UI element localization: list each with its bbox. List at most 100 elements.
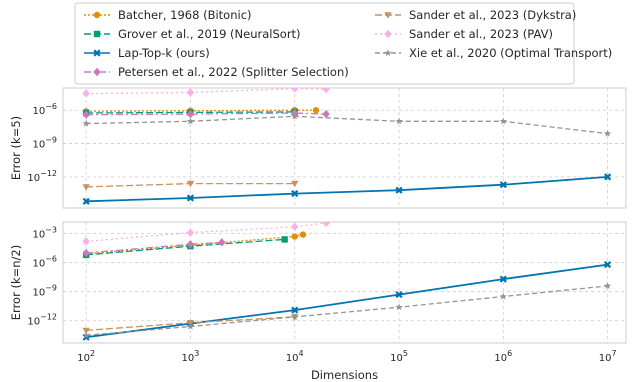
- data-point-sander-et-al-2023-pav: [322, 88, 330, 94]
- data-point-lap-top-k-ours: [82, 197, 90, 205]
- data-point-batcher-1968-bitonic: [291, 233, 298, 240]
- data-point-sander-et-al-2023-pav: [186, 88, 195, 97]
- data-point-grover-et-al-2019-neuralsort: [281, 236, 288, 243]
- legend-label: Batcher, 1968 (Bitonic): [118, 8, 252, 22]
- data-point-lap-top-k-ours: [291, 189, 299, 198]
- data-point-sander-et-al-2023-pav: [322, 222, 330, 228]
- legend-item-lap-top-k-ours: Lap-Top-k (ours): [84, 46, 210, 60]
- legend-marker: [93, 11, 101, 19]
- data-point-batcher-1968-bitonic: [299, 231, 307, 238]
- legend-label: Sander et al., 2023 (PAV): [409, 27, 553, 41]
- series-line-lap-top-k-ours: [85, 263, 608, 339]
- y-tick-label: 10−12: [27, 169, 57, 184]
- data-point-lap-top-k-ours: [395, 186, 403, 194]
- panel-2: 10−3 10−6 10−9 10−12 Error (k=n/2): [9, 221, 627, 344]
- data-point-xie-et-al-2020-optimal-transport: [395, 117, 403, 125]
- data-point-xie-et-al-2020-optimal-transport: [186, 322, 195, 330]
- series-line-sander-et-al-2023-pav: [86, 88, 327, 95]
- data-point-xie-et-al-2020-optimal-transport: [499, 117, 507, 125]
- x-tick-label: 102: [77, 349, 95, 364]
- legend-item-sander-et-al-2023-dykstra: Sander et al., 2023 (Dykstra): [375, 8, 576, 22]
- series-line-lap-top-k-ours: [86, 176, 608, 203]
- series-line-xie-et-al-2020-optimal-transport: [86, 285, 608, 336]
- data-point-sander-et-al-2023-pav: [186, 228, 195, 237]
- legend-marker: [93, 30, 101, 38]
- y-tick-label: 10−6: [32, 255, 57, 270]
- data-point-xie-et-al-2020-optimal-transport: [499, 292, 507, 300]
- panel-1: 10−6 10−9 10−12 Error (k=5): [9, 87, 627, 209]
- y-axis-label: Error (k=5): [9, 116, 23, 180]
- legend-item-xie-et-al-2020-optimal-transport: Xie et al., 2020 (Optimal Transport): [375, 46, 612, 60]
- data-point-xie-et-al-2020-optimal-transport: [291, 112, 299, 120]
- data-point-lap-top-k-ours: [395, 291, 403, 299]
- legend-label: Grover et al., 2019 (NeuralSort): [118, 27, 301, 41]
- data-point-xie-et-al-2020-optimal-transport: [604, 282, 612, 289]
- legend-marker: [384, 49, 392, 57]
- data-point-sander-et-al-2023-pav: [82, 237, 90, 246]
- data-point-petersen-et-al-2022-splitter-selection: [82, 110, 90, 119]
- data-point-sander-et-al-2023-pav: [82, 89, 90, 98]
- x-tick-label: 107: [599, 349, 617, 364]
- y-tick-label: 10−12: [27, 313, 57, 328]
- data-point-sander-et-al-2023-pav: [291, 88, 299, 93]
- data-point-xie-et-al-2020-optimal-transport: [395, 303, 403, 311]
- data-point-lap-top-k-ours: [604, 261, 612, 269]
- x-tick-label: 106: [494, 349, 512, 364]
- legend-label: Lap-Top-k (ours): [118, 46, 210, 60]
- series-layer: [82, 222, 612, 341]
- data-point-xie-et-al-2020-optimal-transport: [82, 331, 90, 339]
- legend-marker: [93, 67, 101, 77]
- series-line-sander-et-al-2023-pav: [86, 222, 327, 243]
- data-point-xie-et-al-2020-optimal-transport: [604, 129, 612, 137]
- data-point-petersen-et-al-2022-splitter-selection: [186, 240, 195, 249]
- series-line-petersen-et-al-2022-splitter-selection: [86, 112, 327, 116]
- y-tick-label: 10−6: [32, 102, 57, 117]
- series-line-batcher-1968-bitonic: [86, 109, 316, 112]
- x-tick-label: 104: [286, 349, 304, 364]
- legend-marker: [384, 29, 392, 39]
- data-point-lap-top-k-ours: [604, 173, 612, 181]
- series-line-xie-et-al-2020-optimal-transport: [86, 115, 608, 135]
- y-tick-label: 10−9: [32, 284, 57, 299]
- data-point-petersen-et-al-2022-splitter-selection: [218, 238, 226, 247]
- legend-item-batcher-1968-bitonic: Batcher, 1968 (Bitonic): [84, 8, 252, 22]
- y-tick-label: 10−3: [32, 226, 57, 241]
- series-layer: [82, 88, 612, 205]
- series-line-batcher-1968-bitonic: [86, 233, 304, 255]
- legend-item-grover-et-al-2019-neuralsort: Grover et al., 2019 (NeuralSort): [84, 27, 301, 41]
- data-point-xie-et-al-2020-optimal-transport: [186, 117, 195, 125]
- data-point-lap-top-k-ours: [186, 194, 195, 202]
- data-point-sander-et-al-2023-dykstra: [82, 327, 90, 335]
- legend-item-sander-et-al-2023-pav: Sander et al., 2023 (PAV): [375, 27, 553, 41]
- data-point-sander-et-al-2023-dykstra: [186, 180, 195, 188]
- legend: Batcher, 1968 (Bitonic) Grover et al., 20…: [74, 2, 612, 85]
- x-tick-label: 105: [390, 349, 408, 364]
- data-point-sander-et-al-2023-dykstra: [82, 184, 90, 191]
- y-tick-label: 10−9: [32, 136, 57, 151]
- legend-box: [74, 2, 575, 85]
- y-axis-label: Error (k=n/2): [9, 245, 23, 320]
- series-line-petersen-et-al-2022-splitter-selection: [86, 241, 222, 254]
- legend-label: Xie et al., 2020 (Optimal Transport): [409, 46, 612, 60]
- data-point-petersen-et-al-2022-splitter-selection: [322, 109, 330, 119]
- legend-item-petersen-et-al-2022-splitter-selection: Petersen et al., 2022 (Splitter Selectio…: [84, 65, 349, 79]
- x-axis-label: Dimensions: [311, 368, 378, 382]
- data-point-xie-et-al-2020-optimal-transport: [82, 119, 90, 127]
- data-point-lap-top-k-ours: [499, 181, 507, 189]
- data-point-xie-et-al-2020-optimal-transport: [291, 313, 299, 320]
- plot-area: [62, 221, 627, 344]
- data-point-lap-top-k-ours: [291, 306, 299, 314]
- x-tick-label: 103: [182, 349, 200, 364]
- legend-marker: [93, 49, 101, 57]
- data-point-sander-et-al-2023-dykstra: [291, 180, 299, 188]
- data-point-batcher-1968-bitonic: [312, 107, 320, 114]
- data-point-sander-et-al-2023-pav: [291, 222, 299, 232]
- data-point-petersen-et-al-2022-splitter-selection: [186, 109, 195, 119]
- data-point-lap-top-k-ours: [499, 275, 507, 283]
- plot-area: [62, 87, 627, 209]
- legend-label: Petersen et al., 2022 (Splitter Selectio…: [118, 65, 349, 79]
- data-point-petersen-et-al-2022-splitter-selection: [82, 248, 90, 258]
- legend-label: Sander et al., 2023 (Dykstra): [409, 8, 576, 22]
- legend-marker: [384, 12, 392, 19]
